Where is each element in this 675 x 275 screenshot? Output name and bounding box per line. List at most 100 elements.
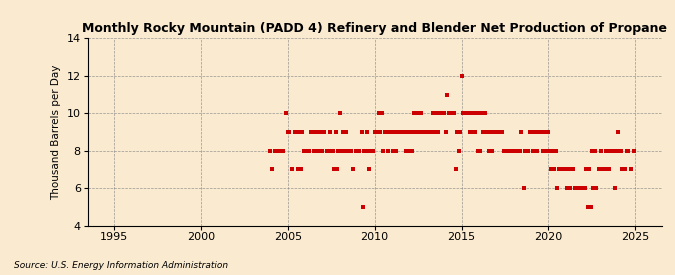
Point xyxy=(541,130,552,134)
Point xyxy=(537,148,548,153)
Point xyxy=(304,148,315,153)
Point xyxy=(580,167,591,172)
Point xyxy=(455,130,466,134)
Point xyxy=(416,111,427,116)
Point xyxy=(330,130,341,134)
Point xyxy=(397,130,408,134)
Point xyxy=(423,130,433,134)
Point xyxy=(441,92,452,97)
Point xyxy=(498,148,509,153)
Point xyxy=(391,148,402,153)
Point xyxy=(597,167,608,172)
Point xyxy=(524,130,535,134)
Point xyxy=(475,148,486,153)
Point xyxy=(343,148,354,153)
Point xyxy=(287,167,298,172)
Point xyxy=(459,111,470,116)
Point xyxy=(282,130,293,134)
Point xyxy=(408,111,419,116)
Point xyxy=(546,167,557,172)
Point xyxy=(339,148,350,153)
Point xyxy=(356,130,367,134)
Point xyxy=(398,130,409,134)
Point xyxy=(311,130,322,134)
Point xyxy=(591,186,601,190)
Point xyxy=(353,148,364,153)
Point xyxy=(362,130,373,134)
Point xyxy=(547,148,558,153)
Point xyxy=(272,148,283,153)
Point xyxy=(618,167,629,172)
Point xyxy=(291,130,302,134)
Point xyxy=(453,148,464,153)
Point xyxy=(564,167,574,172)
Point xyxy=(536,130,547,134)
Point xyxy=(368,148,379,153)
Point xyxy=(450,167,461,172)
Point xyxy=(346,148,357,153)
Point xyxy=(404,148,415,153)
Point xyxy=(407,148,418,153)
Point xyxy=(584,167,595,172)
Point xyxy=(518,186,529,190)
Point xyxy=(543,130,554,134)
Point xyxy=(477,111,487,116)
Point xyxy=(628,148,639,153)
Point xyxy=(623,148,634,153)
Point xyxy=(607,148,618,153)
Point xyxy=(352,148,362,153)
Point xyxy=(381,130,392,134)
Point xyxy=(385,130,396,134)
Point xyxy=(621,148,632,153)
Point xyxy=(326,148,337,153)
Point xyxy=(488,130,499,134)
Point xyxy=(507,148,518,153)
Point xyxy=(562,186,572,190)
Point xyxy=(372,130,383,134)
Title: Monthly Rocky Mountain (PADD 4) Refinery and Blender Net Production of Propane: Monthly Rocky Mountain (PADD 4) Refinery… xyxy=(82,21,667,35)
Point xyxy=(448,111,458,116)
Point xyxy=(436,111,447,116)
Point xyxy=(445,111,456,116)
Point xyxy=(319,130,329,134)
Point xyxy=(387,130,398,134)
Point xyxy=(269,148,280,153)
Point xyxy=(350,148,361,153)
Point xyxy=(594,167,605,172)
Point xyxy=(378,148,389,153)
Point xyxy=(433,130,443,134)
Point xyxy=(449,111,460,116)
Point xyxy=(310,130,321,134)
Point xyxy=(491,130,502,134)
Point xyxy=(510,148,520,153)
Point xyxy=(265,148,275,153)
Point xyxy=(400,130,410,134)
Point xyxy=(566,167,577,172)
Point xyxy=(389,130,400,134)
Point xyxy=(365,148,376,153)
Point xyxy=(317,148,328,153)
Point xyxy=(601,148,612,153)
Point xyxy=(439,111,450,116)
Point xyxy=(418,130,429,134)
Point xyxy=(504,148,515,153)
Point xyxy=(275,148,286,153)
Point xyxy=(489,130,500,134)
Point xyxy=(324,130,335,134)
Point xyxy=(523,148,534,153)
Point xyxy=(521,148,532,153)
Point xyxy=(284,130,294,134)
Point xyxy=(616,148,626,153)
Point xyxy=(529,130,539,134)
Point xyxy=(331,167,342,172)
Point xyxy=(533,130,544,134)
Point xyxy=(588,186,599,190)
Point xyxy=(587,148,597,153)
Point xyxy=(613,130,624,134)
Point xyxy=(550,148,561,153)
Point xyxy=(482,130,493,134)
Point xyxy=(369,130,380,134)
Point xyxy=(560,167,571,172)
Point xyxy=(535,130,545,134)
Point xyxy=(500,148,510,153)
